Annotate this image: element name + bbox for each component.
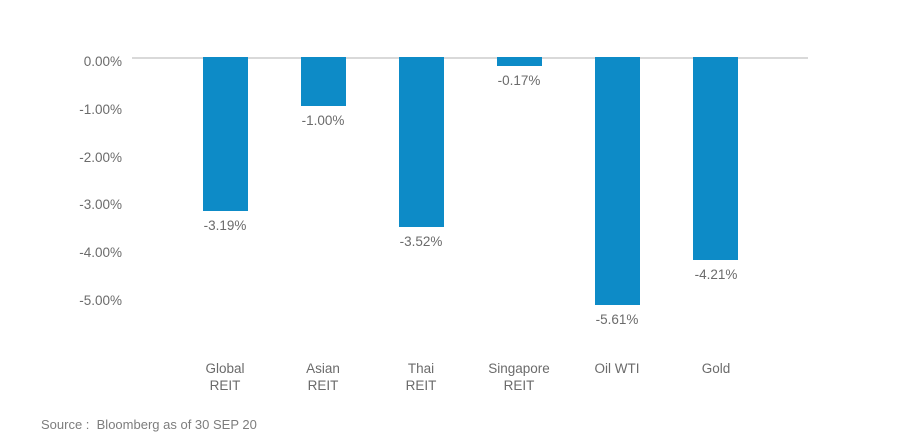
data-label: -1.00%: [301, 113, 345, 128]
bar-oil-wti: [595, 57, 640, 305]
y-axis-tick-label: -2.00%: [79, 150, 122, 165]
data-label: -0.17%: [497, 73, 541, 88]
category-label-line: REIT: [307, 378, 339, 393]
category-label-line: REIT: [209, 378, 241, 393]
y-axis-tick-label: -1.00%: [79, 102, 122, 117]
y-axis-tick-label: 0.00%: [83, 54, 122, 69]
category-label: Gold: [661, 360, 771, 377]
bar-global-reit: [203, 57, 248, 211]
data-label: -3.52%: [399, 234, 443, 249]
category-label: Oil WTI: [562, 360, 672, 377]
category-label-line: REIT: [405, 378, 437, 393]
data-label: -3.19%: [203, 218, 247, 233]
category-label-line: Thai: [407, 361, 435, 376]
source-note: Source : Bloomberg as of 30 SEP 20: [41, 417, 257, 432]
category-label: Singapore REIT: [464, 360, 574, 394]
category-label: Global REIT: [170, 360, 280, 394]
category-label: Asian REIT: [268, 360, 378, 394]
x-axis-line: [132, 57, 808, 59]
bar-asian-reit: [301, 57, 346, 106]
category-label-line: Gold: [701, 361, 731, 376]
bar-singapore-reit: [497, 57, 542, 66]
category-label: Thai REIT: [366, 360, 476, 394]
data-label: -4.21%: [694, 267, 738, 282]
y-axis-tick-label: -3.00%: [79, 197, 122, 212]
category-label-line: REIT: [503, 378, 535, 393]
bar-gold: [693, 57, 738, 260]
category-label-line: Oil WTI: [594, 361, 640, 376]
category-label-line: Asian: [306, 361, 340, 376]
category-label-line: Singapore: [488, 361, 550, 376]
bar-thai-reit: [399, 57, 444, 227]
y-axis-tick-label: -5.00%: [79, 293, 122, 308]
data-label: -5.61%: [595, 312, 639, 327]
y-axis-tick-label: -4.00%: [79, 245, 122, 260]
category-label-line: Global: [205, 361, 245, 376]
